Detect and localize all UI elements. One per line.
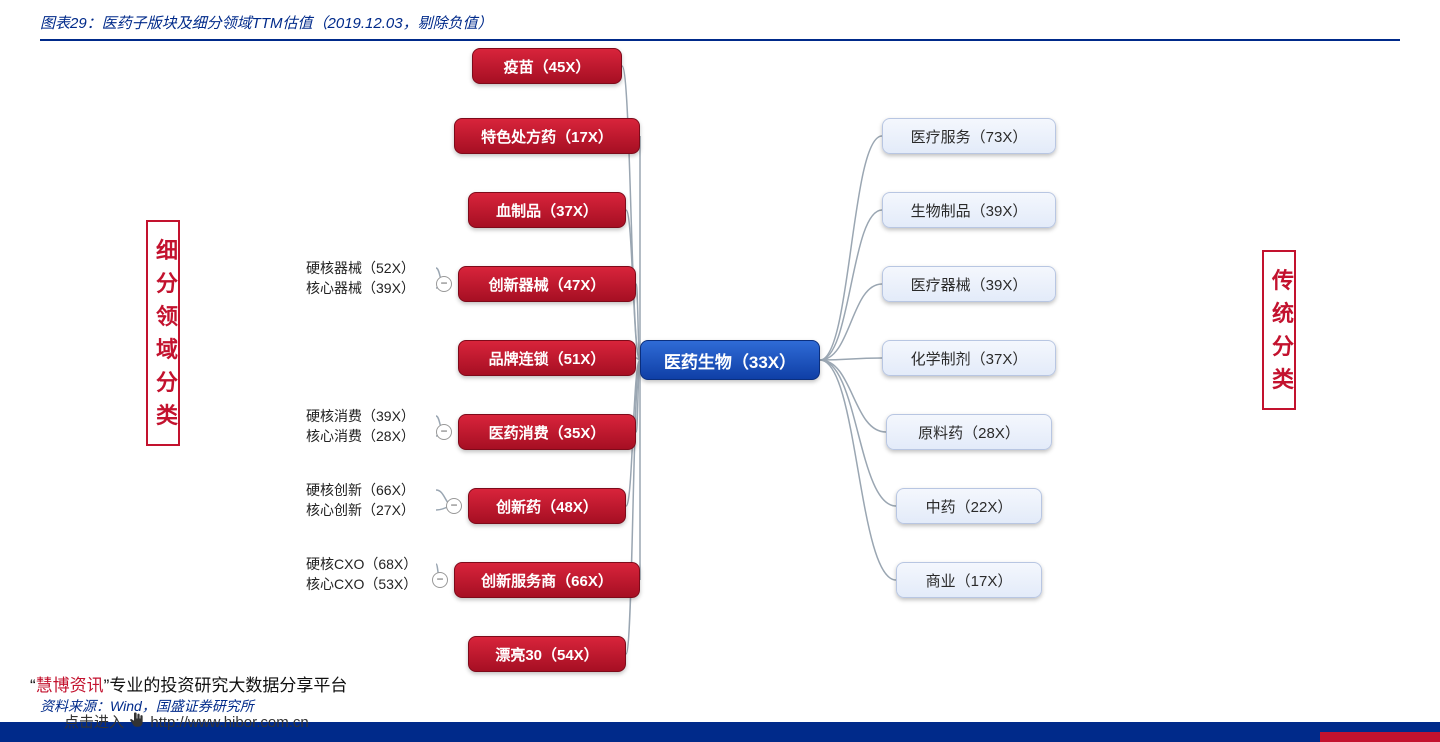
- left-node-inno_drug: 创新药（48X）: [468, 488, 626, 524]
- left-node-pretty30: 漂亮30（54X）: [468, 636, 626, 672]
- toggle-inno_svc[interactable]: −: [432, 572, 448, 588]
- sub-inno_drug: 硬核创新（66X）核心创新（27X）: [306, 480, 415, 520]
- right-node-bio_prod: 生物制品（39X）: [882, 192, 1056, 228]
- right-node-commerce: 商业（17X）: [896, 562, 1042, 598]
- left-node-inno_dev: 创新器械（47X）: [458, 266, 636, 302]
- hand-icon: [128, 711, 146, 733]
- chart-title-text: 图表29：医药子版块及细分领域TTM估值（2019.12.03，剔除负值）: [40, 15, 493, 32]
- sub-med_consume: 硬核消费（39X）核心消费（28X）: [306, 406, 415, 446]
- toggle-inno_dev[interactable]: −: [436, 276, 452, 292]
- mindmap-diagram: 医药生物（33X） 疫苗（45X） 特色处方药（17X） 血制品（37X） 创新器械（4…: [0, 36, 1440, 686]
- side-label-right: 传统分类: [1262, 250, 1296, 410]
- click-text: 点击进入: [64, 714, 124, 731]
- right-node-api: 原料药（28X）: [886, 414, 1052, 450]
- left-node-inno_svc: 创新服务商（66X）: [454, 562, 640, 598]
- right-node-chem_prep: 化学制剂（37X）: [882, 340, 1056, 376]
- watermark-line-2: 点击进入 http://www.hibor.com.cn: [64, 709, 309, 732]
- right-node-med_device: 医疗器械（39X）: [882, 266, 1056, 302]
- side-label-left: 细分领域分类: [146, 220, 180, 446]
- left-node-special_rx: 特色处方药（17X）: [454, 118, 640, 154]
- left-node-blood: 血制品（37X）: [468, 192, 626, 228]
- sub-inno_svc: 硬核CXO（68X）核心CXO（53X）: [306, 554, 417, 594]
- center-node: 医药生物（33X）: [640, 340, 820, 380]
- right-node-med_service: 医疗服务（73X）: [882, 118, 1056, 154]
- left-node-vaccine: 疫苗（45X）: [472, 48, 622, 84]
- toggle-inno_drug[interactable]: −: [446, 498, 462, 514]
- toggle-med_consume[interactable]: −: [436, 424, 452, 440]
- left-node-brand_chain: 品牌连锁（51X）: [458, 340, 636, 376]
- edges-svg: [0, 36, 1440, 736]
- sub-inno_dev: 硬核器械（52X）核心器械（39X）: [306, 258, 415, 298]
- left-node-med_consume: 医药消费（35X）: [458, 414, 636, 450]
- url-text: http://www.hibor.com.cn: [150, 714, 308, 731]
- right-node-tcm: 中药（22X）: [896, 488, 1042, 524]
